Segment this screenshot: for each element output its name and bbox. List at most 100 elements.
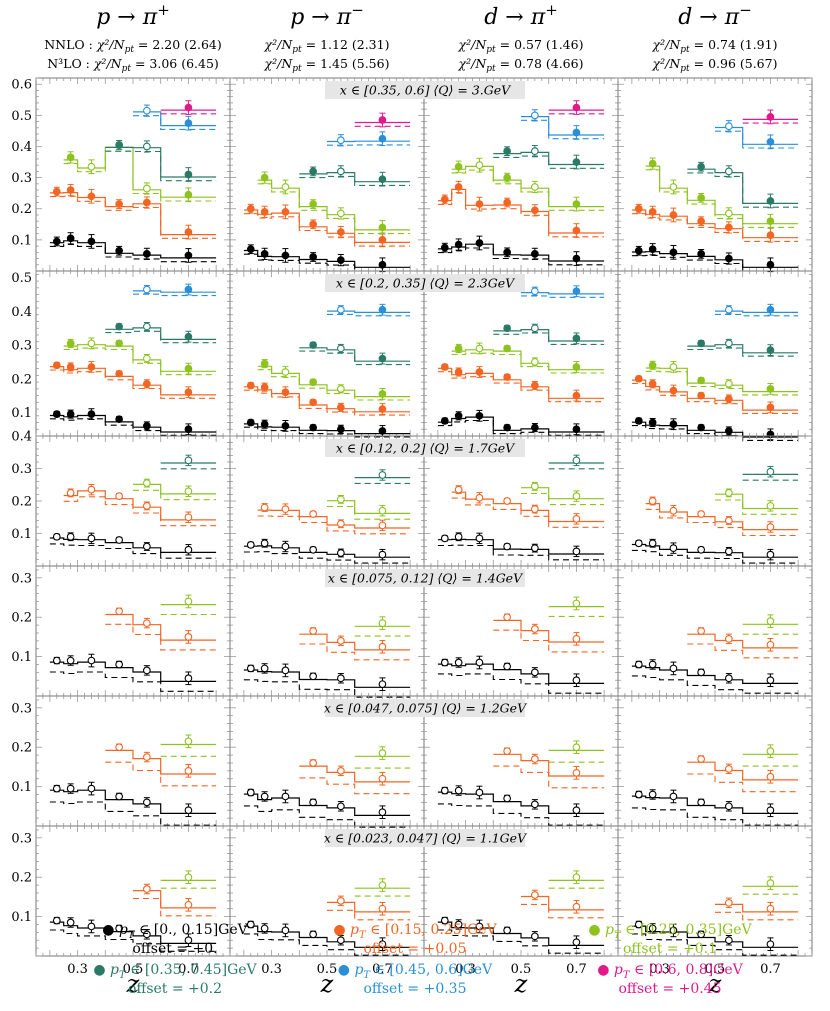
data-point [184,364,193,373]
data-point [378,427,387,435]
data-point [475,922,484,931]
n3lo-theory-line [243,545,411,558]
data-point [669,363,678,371]
data-point [378,904,387,913]
data-point [475,493,484,502]
panel [423,77,619,272]
data-point [115,322,123,331]
row-label-text: x ∈ [0.023, 0.047] ⟨Q⟩ = 1.1GeV [324,831,528,846]
data-point [246,664,255,673]
data-point [52,916,61,925]
legend-range: ● pT ∈ [0., 0.15]GeV [102,922,248,941]
nnlo-theory-line [243,679,411,698]
row-label-text: x ∈ [0.047, 0.075] ⟨Q⟩ = 1.2GeV [324,701,528,716]
data-point [634,416,643,425]
nnlo-theory-line [327,909,411,921]
data-point [572,873,581,882]
data-point [454,485,463,494]
nnlo-chi2-label: χ²/Npt = 0.57 (1.46) [458,37,584,55]
data-point [309,378,317,386]
data-point [309,253,317,261]
data-point [337,403,345,412]
nnlo-theory-line [63,496,217,527]
data-point [766,747,775,756]
data-point [52,410,61,418]
data-point [766,940,775,949]
data-point [143,184,151,193]
data-point [143,354,151,363]
data-point [572,547,581,556]
data-point [184,900,193,909]
n3lo-theory-line [437,243,605,262]
data-point [766,676,775,685]
data-point [378,881,387,889]
data-point [725,379,733,388]
data-point [531,625,539,633]
data-point [697,193,705,202]
data-point [143,798,151,807]
data-point [260,792,269,801]
n3lo-theory-line [105,613,217,641]
data-point [531,505,539,513]
panel [617,435,813,567]
row-label-box [325,274,525,292]
data-point [337,209,345,218]
n3lo-theory-line [687,761,799,781]
n3lo-theory-line [49,192,217,236]
data-point [531,423,539,432]
data-point [184,425,193,434]
y-tick-label: 0.2 [11,495,32,510]
data-point [725,547,733,556]
data-point [669,420,678,429]
y-tick-label: 0.2 [11,741,32,756]
row-label-text: x ∈ [0.075, 0.12] ⟨Q⟩ = 1.4GeV [328,571,524,586]
data-point [143,479,151,487]
data-point [246,381,255,390]
data-point [697,627,705,635]
data-point [115,369,123,378]
legend-range: ● pT ∈ [0.35, 0.45]GeV [93,962,257,981]
data-point [337,549,345,557]
nnlo-theory-line [493,332,605,345]
data-point [87,339,96,348]
n3lo-theory-line [493,619,605,643]
panel [229,77,425,273]
data-point [184,228,193,236]
data-point [378,305,387,314]
data-point [572,492,581,500]
data-point [725,122,733,131]
data-point [725,516,733,525]
data-point [281,666,290,675]
data-point [725,305,733,314]
n3lo-theory-line [63,146,217,198]
panel [617,695,813,827]
legend-range: ● pT ∈ [0.25, 0.35]GeV [588,922,752,941]
panel-frame [423,77,619,272]
n3lo-theory-line [49,537,217,553]
nnlo-theory-line [257,183,411,235]
data-point [648,539,657,548]
data-point [246,204,255,213]
data-point [143,250,151,258]
data-point [87,534,96,543]
data-point [281,422,290,430]
data-point [143,502,151,510]
data-point [87,485,96,494]
data-point [378,175,387,184]
row-label-box [325,569,525,587]
data-point [337,495,345,504]
nnlo-theory-line [299,643,411,661]
data-point [66,234,75,243]
row-label-text: x ∈ [0.12, 0.2] ⟨Q⟩ = 1.7GeV [336,441,516,456]
data-point [766,385,775,393]
x-axis-title: z [320,970,334,998]
data-point [531,250,539,258]
data-point [184,513,193,522]
n3lo-theory-line [299,347,411,362]
data-point [697,376,705,385]
data-point [531,358,539,366]
nnlo-theory-line [451,497,605,528]
panel [617,77,813,273]
